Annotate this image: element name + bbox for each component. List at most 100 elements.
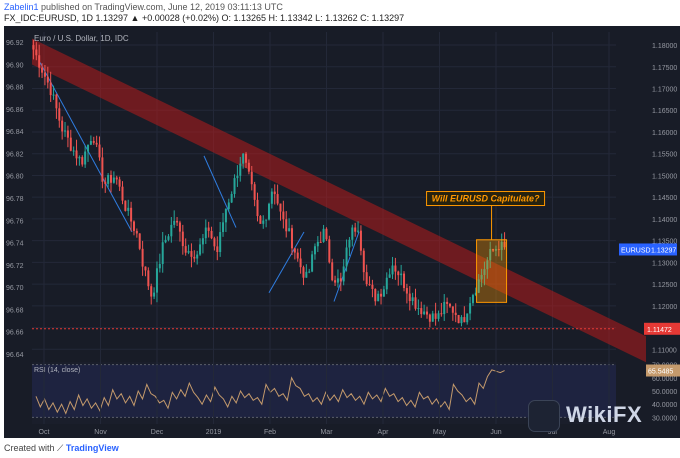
rsi-value: 65.5485	[648, 369, 673, 376]
candle-body	[408, 293, 411, 302]
right-axis-tick-label: 1.12000	[652, 304, 677, 311]
candle-body	[394, 265, 397, 272]
candle-body	[397, 271, 400, 276]
candle-body	[365, 272, 368, 285]
candle-body	[32, 45, 35, 50]
candle-body	[377, 293, 380, 302]
left-axis-tick-label: 96.64	[6, 352, 24, 359]
x-axis-tick-label: Feb	[264, 429, 276, 436]
candle-body	[155, 268, 158, 293]
level-price-value: 1.11472	[647, 327, 672, 334]
candle-body	[316, 241, 319, 247]
candle-body	[144, 266, 147, 271]
right-axis-tick-label: 1.15500	[652, 152, 677, 159]
candle-body	[75, 150, 78, 159]
candle-body	[486, 260, 489, 270]
candle-body	[187, 251, 190, 253]
candle-body	[43, 72, 46, 77]
candle-body	[219, 232, 222, 253]
candle-body	[89, 141, 92, 145]
candle-body	[69, 137, 72, 151]
chart-footer: Created with ⟋ TradingView	[0, 440, 680, 458]
trend-line	[203, 155, 237, 228]
candle-body	[253, 184, 256, 200]
candle-body	[382, 289, 385, 297]
candle-body	[279, 203, 282, 212]
left-axis-tick-label: 96.82	[6, 151, 24, 158]
candle-body	[423, 311, 426, 315]
author-link[interactable]: Zabelin1	[4, 2, 39, 12]
candle-body	[92, 141, 95, 143]
candle-body	[270, 191, 273, 204]
candle-body	[196, 254, 199, 259]
x-axis-tick-label: Jun	[490, 429, 501, 436]
candle-body	[161, 242, 164, 264]
candle-body	[290, 228, 293, 249]
candle-body	[52, 94, 55, 96]
candle-body	[308, 271, 311, 273]
rsi-value-badge	[646, 364, 680, 377]
candle-body	[489, 248, 492, 261]
candle-body	[299, 258, 302, 268]
candle-body	[362, 250, 365, 273]
right-axis-tick-label: 1.14500	[652, 195, 677, 202]
candle-body	[354, 227, 357, 232]
candle-body	[233, 178, 236, 194]
left-axis-tick-label: 96.76	[6, 218, 24, 225]
candle-body	[55, 94, 58, 109]
candle-body	[66, 130, 69, 138]
candle-body	[84, 151, 87, 165]
chart-svg: RSI (14, close)70.000060.000050.000040.0…	[6, 32, 680, 436]
annotation-box	[476, 239, 508, 303]
candle-body	[477, 279, 480, 293]
left-axis-tick-label: 96.74	[6, 241, 24, 248]
candle-body	[207, 227, 210, 231]
candle-body	[109, 174, 113, 183]
left-axis-tick-label: 96.72	[6, 263, 24, 270]
candle-body	[285, 219, 288, 232]
candle-body	[371, 284, 374, 290]
candle-body	[463, 317, 466, 323]
candle-body	[428, 314, 431, 322]
candle-body	[374, 289, 377, 302]
candle-body	[35, 49, 38, 56]
candle-body	[466, 313, 469, 323]
candle-body	[167, 236, 170, 240]
candle-body	[497, 249, 500, 251]
tradingview-logo-icon: ⟋	[57, 443, 64, 453]
left-axis-tick-label: 96.90	[6, 62, 24, 69]
candle-body	[216, 246, 219, 253]
candle-body	[173, 220, 176, 225]
rsi-label: RSI (14, close)	[34, 367, 80, 374]
candle-body	[359, 230, 362, 251]
x-axis-tick-label: Oct	[39, 429, 50, 436]
candle-body	[147, 270, 150, 287]
candle-body	[267, 203, 271, 220]
candle-body	[405, 288, 408, 294]
axes: Euro / U.S. Dollar, 1D, IDC 96.92 96.90 96.…	[6, 34, 680, 436]
candle-body	[293, 248, 296, 253]
descending-channel	[32, 38, 646, 363]
candle-body	[348, 239, 351, 248]
footer-credit: Created with ⟋ TradingView	[4, 443, 119, 454]
candle-body	[446, 301, 449, 304]
candle-body	[322, 228, 325, 242]
candle-body	[239, 163, 242, 176]
candle-body	[302, 267, 305, 278]
candle-body	[101, 157, 104, 182]
symbol-line: FX_IDC:EURUSD, 1D 1.13297 ▲ +0.00028 (+0…	[4, 13, 405, 23]
right-axis-tick-label: 1.17000	[652, 87, 677, 94]
candle-body	[130, 207, 133, 222]
tradingview-brand[interactable]: TradingView	[65, 443, 119, 453]
candle-body	[319, 241, 322, 243]
right-axis-tick-label: 1.12500	[652, 282, 677, 289]
last-price-symbol: EURUSD	[621, 247, 651, 254]
chart-area[interactable]: RSI (14, close)70.000060.000050.000040.0…	[4, 26, 680, 438]
publish-line: Zabelin1 published on TradingView.com, J…	[4, 2, 283, 12]
candle-body	[138, 233, 141, 249]
candle-body	[454, 312, 457, 316]
candle-body	[41, 67, 44, 73]
candle-body	[227, 202, 230, 210]
candle-body	[81, 157, 84, 165]
candle-body	[58, 108, 61, 121]
